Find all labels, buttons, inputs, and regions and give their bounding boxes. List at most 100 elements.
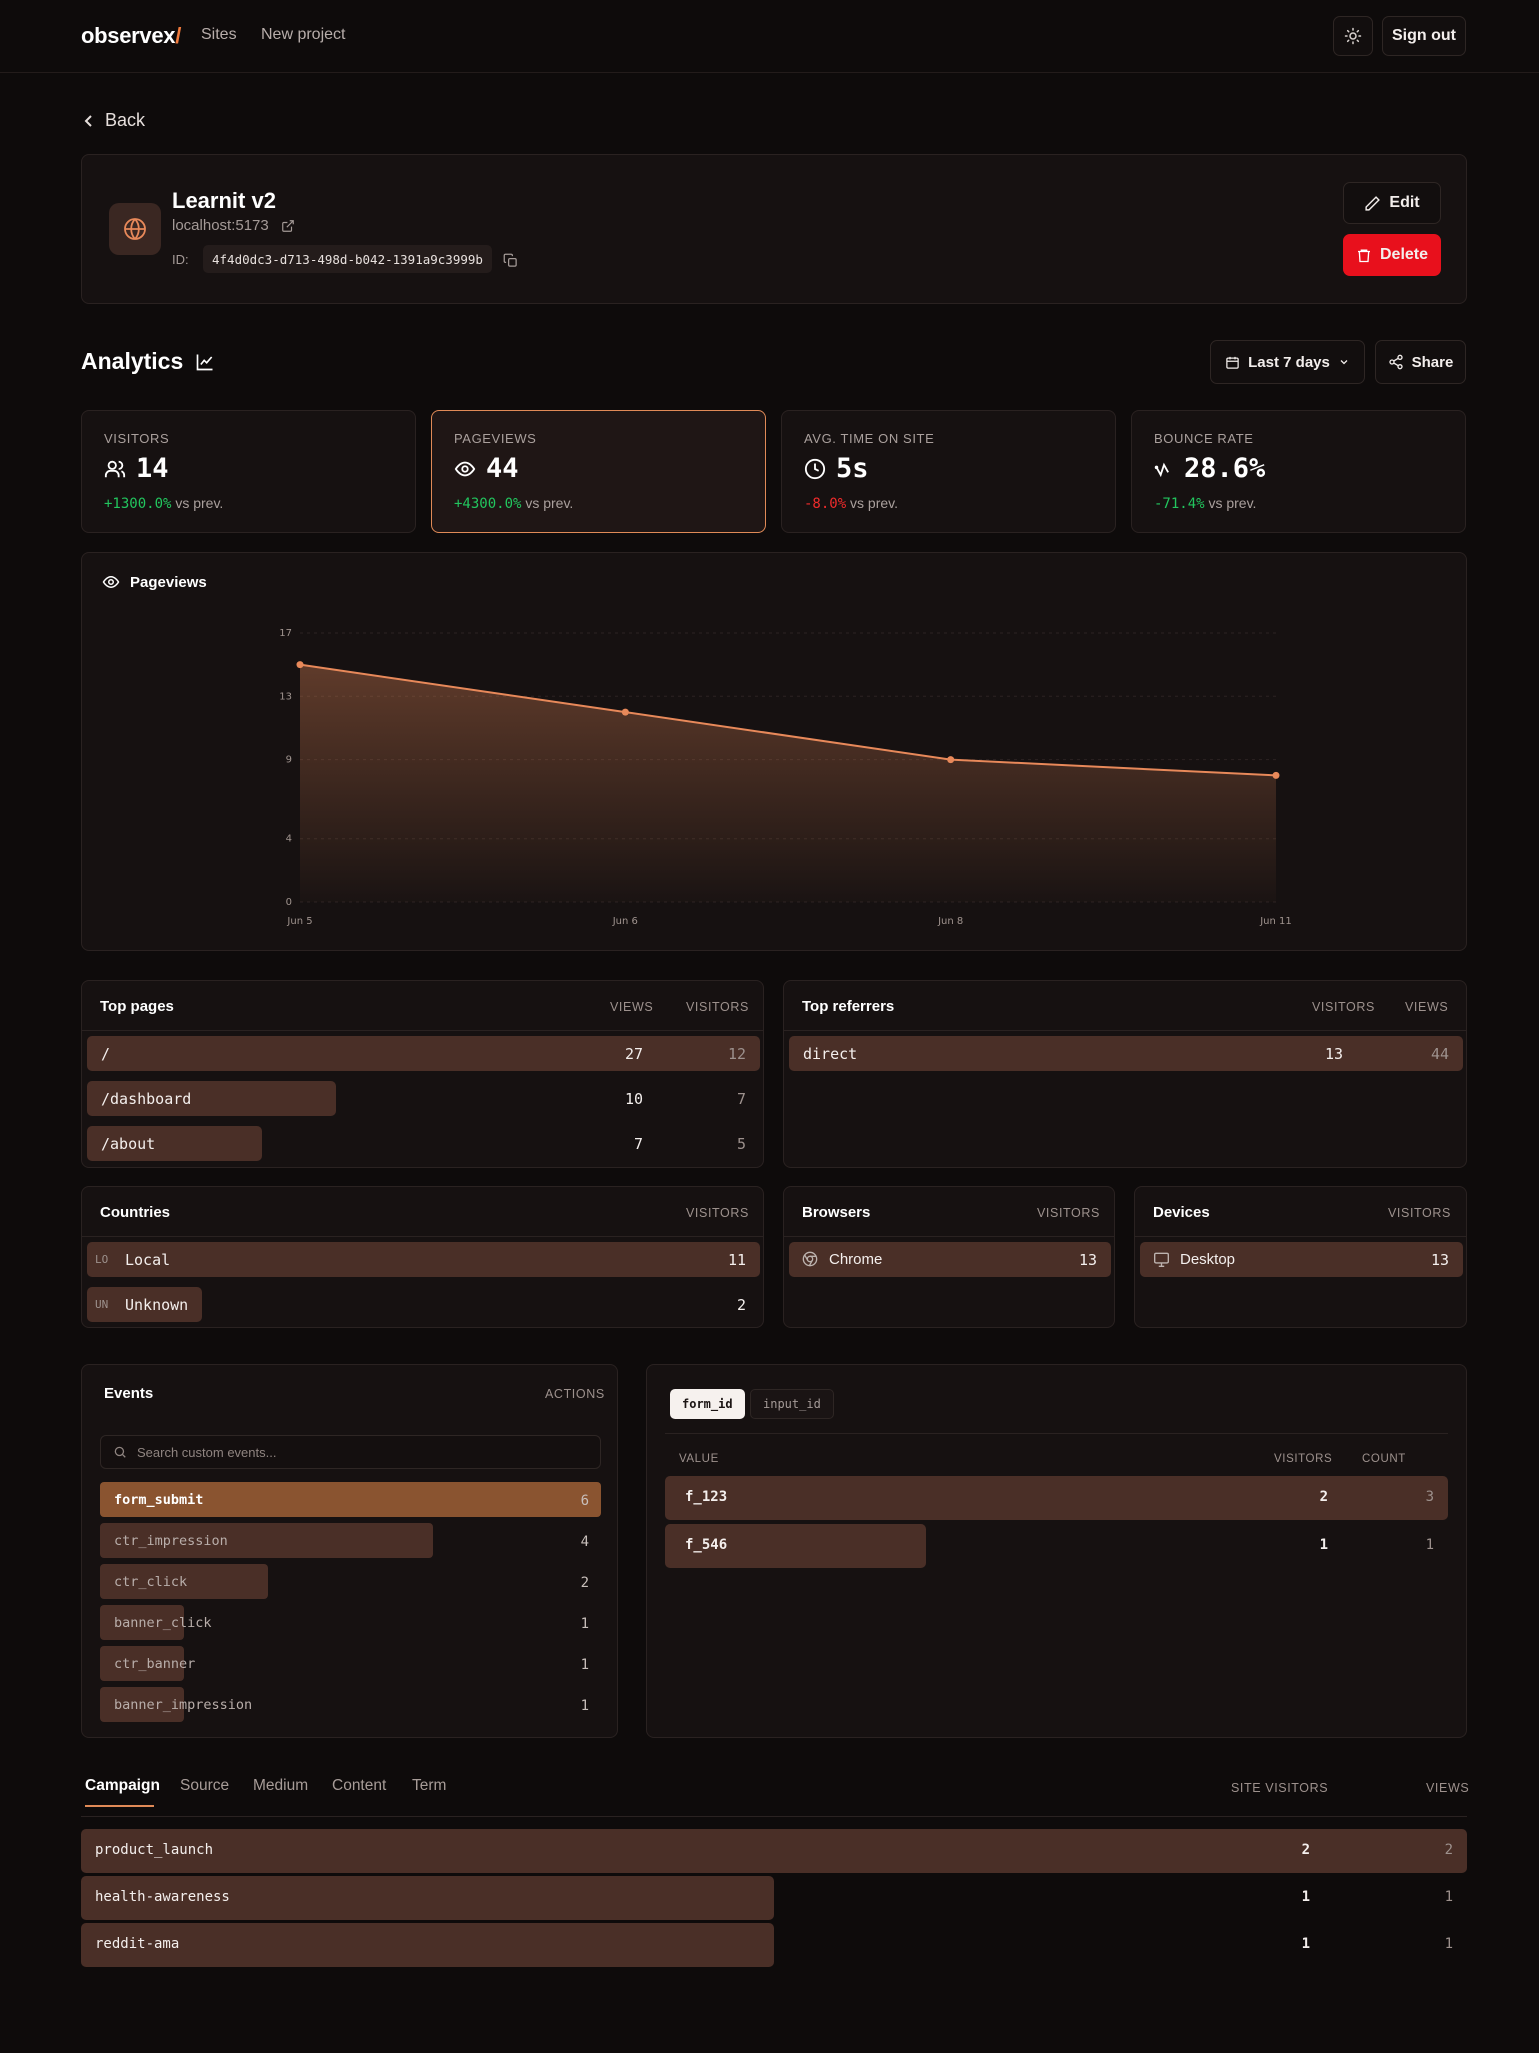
list-item[interactable]: Desktop 13 — [1140, 1242, 1463, 1277]
countries-card: Countries VISITORS LO Local 11 UN Unknown 2 — [81, 1186, 764, 1328]
devices-title: Devices — [1153, 1204, 1210, 1221]
nav-link-sites[interactable]: Sites — [201, 26, 237, 43]
row-count: 3 — [1425, 1489, 1434, 1505]
stat-card-avg-time[interactable]: AVG. TIME ON SITE 5s -8.0% vs prev. — [781, 410, 1116, 533]
table-row[interactable]: UN Unknown 2 — [87, 1287, 760, 1322]
chip-form-id[interactable]: form_id — [670, 1389, 745, 1419]
table-row[interactable]: f_123 2 3 — [665, 1476, 1448, 1520]
row-label: product_launch — [95, 1842, 214, 1858]
copy-icon[interactable] — [503, 253, 518, 268]
stat-value-row: 5s — [804, 453, 869, 484]
stat-card-bounce-rate[interactable]: BOUNCE RATE 28.6% -71.4% vs prev. — [1131, 410, 1466, 533]
tab-term[interactable]: Term — [412, 1777, 447, 1794]
top-referrers-header: Top referrers VISITORS VIEWS — [784, 981, 1466, 1031]
row-visitors: 1 — [1319, 1537, 1328, 1553]
row-label: Unknown — [125, 1296, 189, 1314]
stat-value: 28.6% — [1184, 453, 1266, 484]
stat-delta-value: -8.0% — [804, 496, 847, 512]
row-bar — [81, 1829, 1467, 1873]
tab-content[interactable]: Content — [332, 1777, 387, 1794]
event-search-placeholder: Search custom events... — [137, 1444, 277, 1460]
top-nav: observex/ Sites New project Sign out — [0, 0, 1539, 73]
event-row[interactable]: banner_click 1 — [100, 1605, 601, 1640]
analytics-title-text: Analytics — [81, 348, 184, 374]
y-tick-label: 4 — [286, 834, 292, 845]
table-row[interactable]: reddit-ama 1 1 — [81, 1923, 1467, 1967]
sign-out-button[interactable]: Sign out — [1382, 16, 1466, 56]
tab-medium[interactable]: Medium — [253, 1777, 309, 1794]
external-link-icon[interactable] — [281, 219, 295, 233]
stat-card-pageviews[interactable]: PAGEVIEWS 44 +4300.0% vs prev. — [431, 410, 766, 533]
stat-card-visitors[interactable]: VISITORS 14 +1300.0% vs prev. — [81, 410, 416, 533]
row-bar — [789, 1242, 1111, 1277]
col-header-visitors: VISITORS — [686, 1000, 749, 1014]
logo-text: observex — [81, 23, 176, 48]
event-properties-card: form_id input_id VALUE VISITORS COUNT f_… — [646, 1364, 1467, 1738]
pencil-icon — [1365, 195, 1381, 211]
top-pages-header: Top pages VIEWS VISITORS — [82, 981, 763, 1031]
delete-button[interactable]: Delete — [1343, 234, 1441, 276]
y-tick-label: 13 — [279, 691, 292, 702]
event-row[interactable]: banner_impression 1 — [100, 1687, 601, 1722]
table-row[interactable]: product_launch 2 2 — [81, 1829, 1467, 1873]
event-search-input[interactable]: Search custom events... — [100, 1435, 601, 1469]
date-range-select[interactable]: Last 7 days — [1210, 340, 1365, 384]
share-button[interactable]: Share — [1375, 340, 1466, 384]
row-label: f_546 — [685, 1537, 728, 1553]
event-row[interactable]: ctr_click 2 — [100, 1564, 601, 1599]
row-visitors: 7 — [736, 1090, 746, 1108]
stat-delta: -8.0% vs prev. — [804, 495, 898, 512]
event-count: 1 — [580, 1616, 589, 1632]
chart-title-text: Pageviews — [130, 573, 207, 591]
row-bar — [87, 1242, 760, 1277]
table-row[interactable]: direct 13 44 — [789, 1036, 1463, 1071]
row-visitors: 12 — [727, 1045, 746, 1063]
event-row[interactable]: form_submit 6 — [100, 1482, 601, 1517]
stat-label: AVG. TIME ON SITE — [804, 431, 935, 446]
table-row[interactable]: /about 7 5 — [87, 1126, 760, 1161]
col-header-views: VIEWS — [610, 1000, 654, 1014]
stat-label: VISITORS — [104, 431, 170, 446]
chrome-icon — [802, 1251, 818, 1267]
row-visitors: 1 — [1301, 1936, 1310, 1952]
data-point — [1272, 771, 1280, 779]
chip-input-id[interactable]: input_id — [750, 1389, 834, 1419]
share-icon — [1388, 354, 1403, 370]
row-label: f_123 — [685, 1489, 728, 1505]
table-row[interactable]: f_546 1 1 — [665, 1524, 1448, 1568]
table-row[interactable]: LO Local 11 — [87, 1242, 760, 1277]
table-row[interactable]: health-awareness 1 1 — [81, 1876, 1467, 1920]
col-header-value: VALUE — [679, 1453, 719, 1465]
tab-source[interactable]: Source — [180, 1777, 230, 1794]
row-bar — [1140, 1242, 1463, 1277]
table-row[interactable]: / 27 12 — [87, 1036, 760, 1071]
active-tab-indicator — [85, 1805, 154, 1807]
row-label: /dashboard — [101, 1090, 192, 1108]
row-value: 13 — [1430, 1251, 1449, 1269]
eye-icon — [454, 461, 476, 476]
table-row[interactable]: /dashboard 10 7 — [87, 1081, 760, 1116]
col-header-actions: ACTIONS — [545, 1387, 605, 1401]
row-bar — [100, 1687, 184, 1722]
list-item[interactable]: Chrome 13 — [789, 1242, 1111, 1277]
event-row[interactable]: ctr_impression 4 — [100, 1523, 601, 1558]
event-row[interactable]: ctr_banner 1 — [100, 1646, 601, 1681]
back-link[interactable]: Back — [83, 110, 145, 131]
nav-link-new-project[interactable]: New project — [261, 26, 346, 43]
event-name: banner_impression — [114, 1697, 253, 1713]
row-views: 1 — [1444, 1889, 1453, 1905]
events-title: Events — [104, 1385, 154, 1402]
col-header-views: VIEWS — [1405, 1000, 1449, 1014]
row-bar — [87, 1126, 262, 1161]
edit-button[interactable]: Edit — [1343, 182, 1441, 224]
tab-campaign[interactable]: Campaign — [85, 1777, 160, 1794]
row-views: 2 — [1444, 1842, 1453, 1858]
divider — [81, 1816, 1467, 1817]
stat-delta-value: -71.4% — [1154, 496, 1205, 512]
theme-toggle-button[interactable] — [1333, 16, 1373, 56]
y-tick-label: 9 — [286, 755, 292, 766]
row-count: 1 — [1425, 1537, 1434, 1553]
trash-icon — [1357, 249, 1370, 262]
logo[interactable]: observex/ — [81, 23, 181, 49]
browsers-header: Browsers VISITORS — [784, 1187, 1114, 1237]
